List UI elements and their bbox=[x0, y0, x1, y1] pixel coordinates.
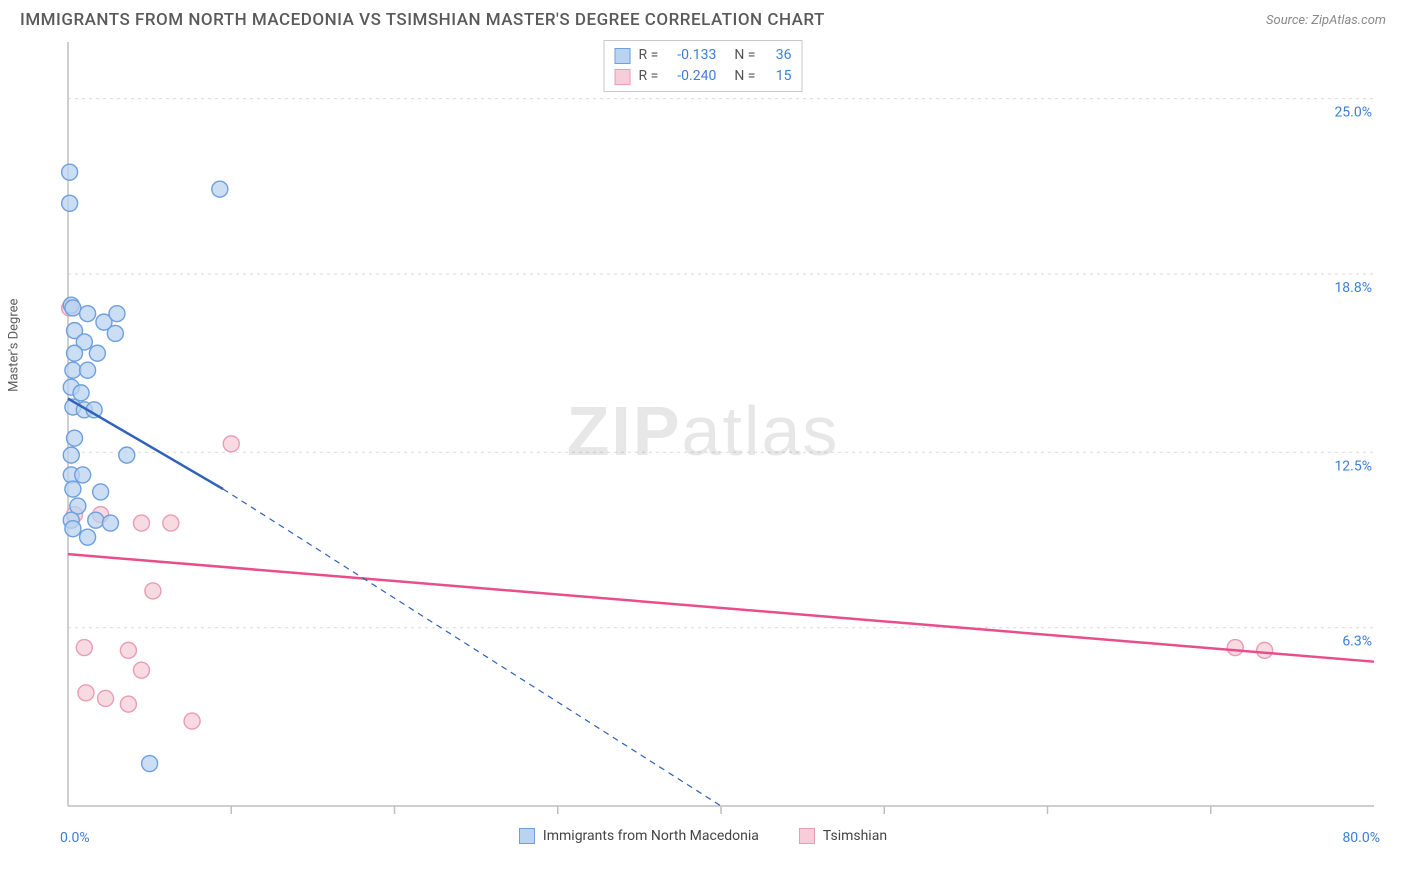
legend-item: Immigrants from North Macedonia bbox=[519, 828, 759, 844]
point-series-a bbox=[80, 362, 96, 378]
point-series-a bbox=[80, 306, 96, 322]
point-series-b bbox=[76, 640, 92, 656]
point-series-a bbox=[119, 447, 135, 463]
point-series-a bbox=[67, 345, 83, 361]
point-series-b bbox=[184, 713, 200, 729]
point-series-a bbox=[80, 529, 96, 545]
point-series-a bbox=[89, 345, 105, 361]
point-series-b bbox=[145, 583, 161, 599]
x-axis-min-label: 0.0% bbox=[60, 830, 90, 846]
legend-label: Tsimshian bbox=[823, 828, 887, 844]
point-series-b bbox=[133, 662, 149, 678]
point-series-b bbox=[120, 642, 136, 658]
point-series-a bbox=[88, 512, 104, 528]
point-series-a bbox=[93, 484, 109, 500]
legend-swatch-icon bbox=[799, 828, 815, 844]
legend-swatch-icon bbox=[519, 828, 535, 844]
trendline-a-dash bbox=[223, 489, 721, 806]
scatter-plot: 6.3% 12.5% 18.8% 25.0% bbox=[20, 36, 1380, 826]
point-series-b bbox=[1257, 642, 1273, 658]
legend-label: Immigrants from North Macedonia bbox=[543, 828, 759, 844]
source-credit: Source: ZipAtlas.com bbox=[1266, 13, 1386, 28]
point-series-a bbox=[107, 325, 123, 341]
point-series-a bbox=[75, 467, 91, 483]
point-series-a bbox=[62, 164, 78, 180]
legend-series: Immigrants from North Macedonia Tsimshian bbox=[0, 828, 1406, 844]
point-series-b bbox=[1227, 640, 1243, 656]
legend-stat-row: R = -0.240 N = 15 bbox=[615, 66, 792, 87]
chart-title: IMMIGRANTS FROM NORTH MACEDONIA VS TSIMS… bbox=[20, 10, 825, 30]
point-series-a bbox=[67, 430, 83, 446]
r-label: R = bbox=[639, 45, 659, 66]
point-series-b bbox=[223, 436, 239, 452]
point-series-b bbox=[163, 515, 179, 531]
y-tick-label: 25.0% bbox=[1334, 105, 1372, 121]
y-tick-label: 18.8% bbox=[1334, 280, 1372, 296]
point-series-b bbox=[78, 685, 94, 701]
r-label: R = bbox=[639, 66, 659, 87]
y-axis-label: Master's Degree bbox=[7, 299, 22, 392]
point-series-a bbox=[65, 362, 81, 378]
point-series-b bbox=[98, 690, 114, 706]
trendline-b bbox=[68, 554, 1374, 662]
point-series-a bbox=[63, 447, 79, 463]
y-tick-label: 12.5% bbox=[1334, 458, 1372, 474]
point-series-a bbox=[212, 181, 228, 197]
n-label: N = bbox=[734, 66, 755, 87]
legend-item: Tsimshian bbox=[799, 828, 887, 844]
legend-swatch-icon bbox=[615, 48, 631, 64]
point-series-b bbox=[120, 696, 136, 712]
point-series-a bbox=[109, 306, 125, 322]
point-series-a bbox=[102, 515, 118, 531]
point-series-a bbox=[142, 756, 158, 772]
legend-stat-row: R = -0.133 N = 36 bbox=[615, 45, 792, 66]
n-value: 36 bbox=[763, 45, 791, 66]
point-series-a bbox=[65, 521, 81, 537]
chart-container: Master's Degree ZIPatlas 6.3%12.5%18.8%2… bbox=[20, 36, 1386, 826]
r-value: -0.240 bbox=[666, 66, 716, 87]
point-series-a bbox=[65, 300, 81, 316]
n-value: 15 bbox=[763, 66, 791, 87]
x-axis-max-label: 80.0% bbox=[1342, 830, 1380, 846]
legend-swatch-icon bbox=[615, 69, 631, 85]
y-tick-label: 6.3% bbox=[1342, 634, 1372, 650]
point-series-a bbox=[62, 195, 78, 211]
n-label: N = bbox=[734, 45, 755, 66]
point-series-a bbox=[73, 385, 89, 401]
legend-stats-box: R = -0.133 N = 36 R = -0.240 N = 15 bbox=[604, 40, 803, 92]
point-series-a bbox=[65, 481, 81, 497]
r-value: -0.133 bbox=[666, 45, 716, 66]
point-series-b bbox=[133, 515, 149, 531]
